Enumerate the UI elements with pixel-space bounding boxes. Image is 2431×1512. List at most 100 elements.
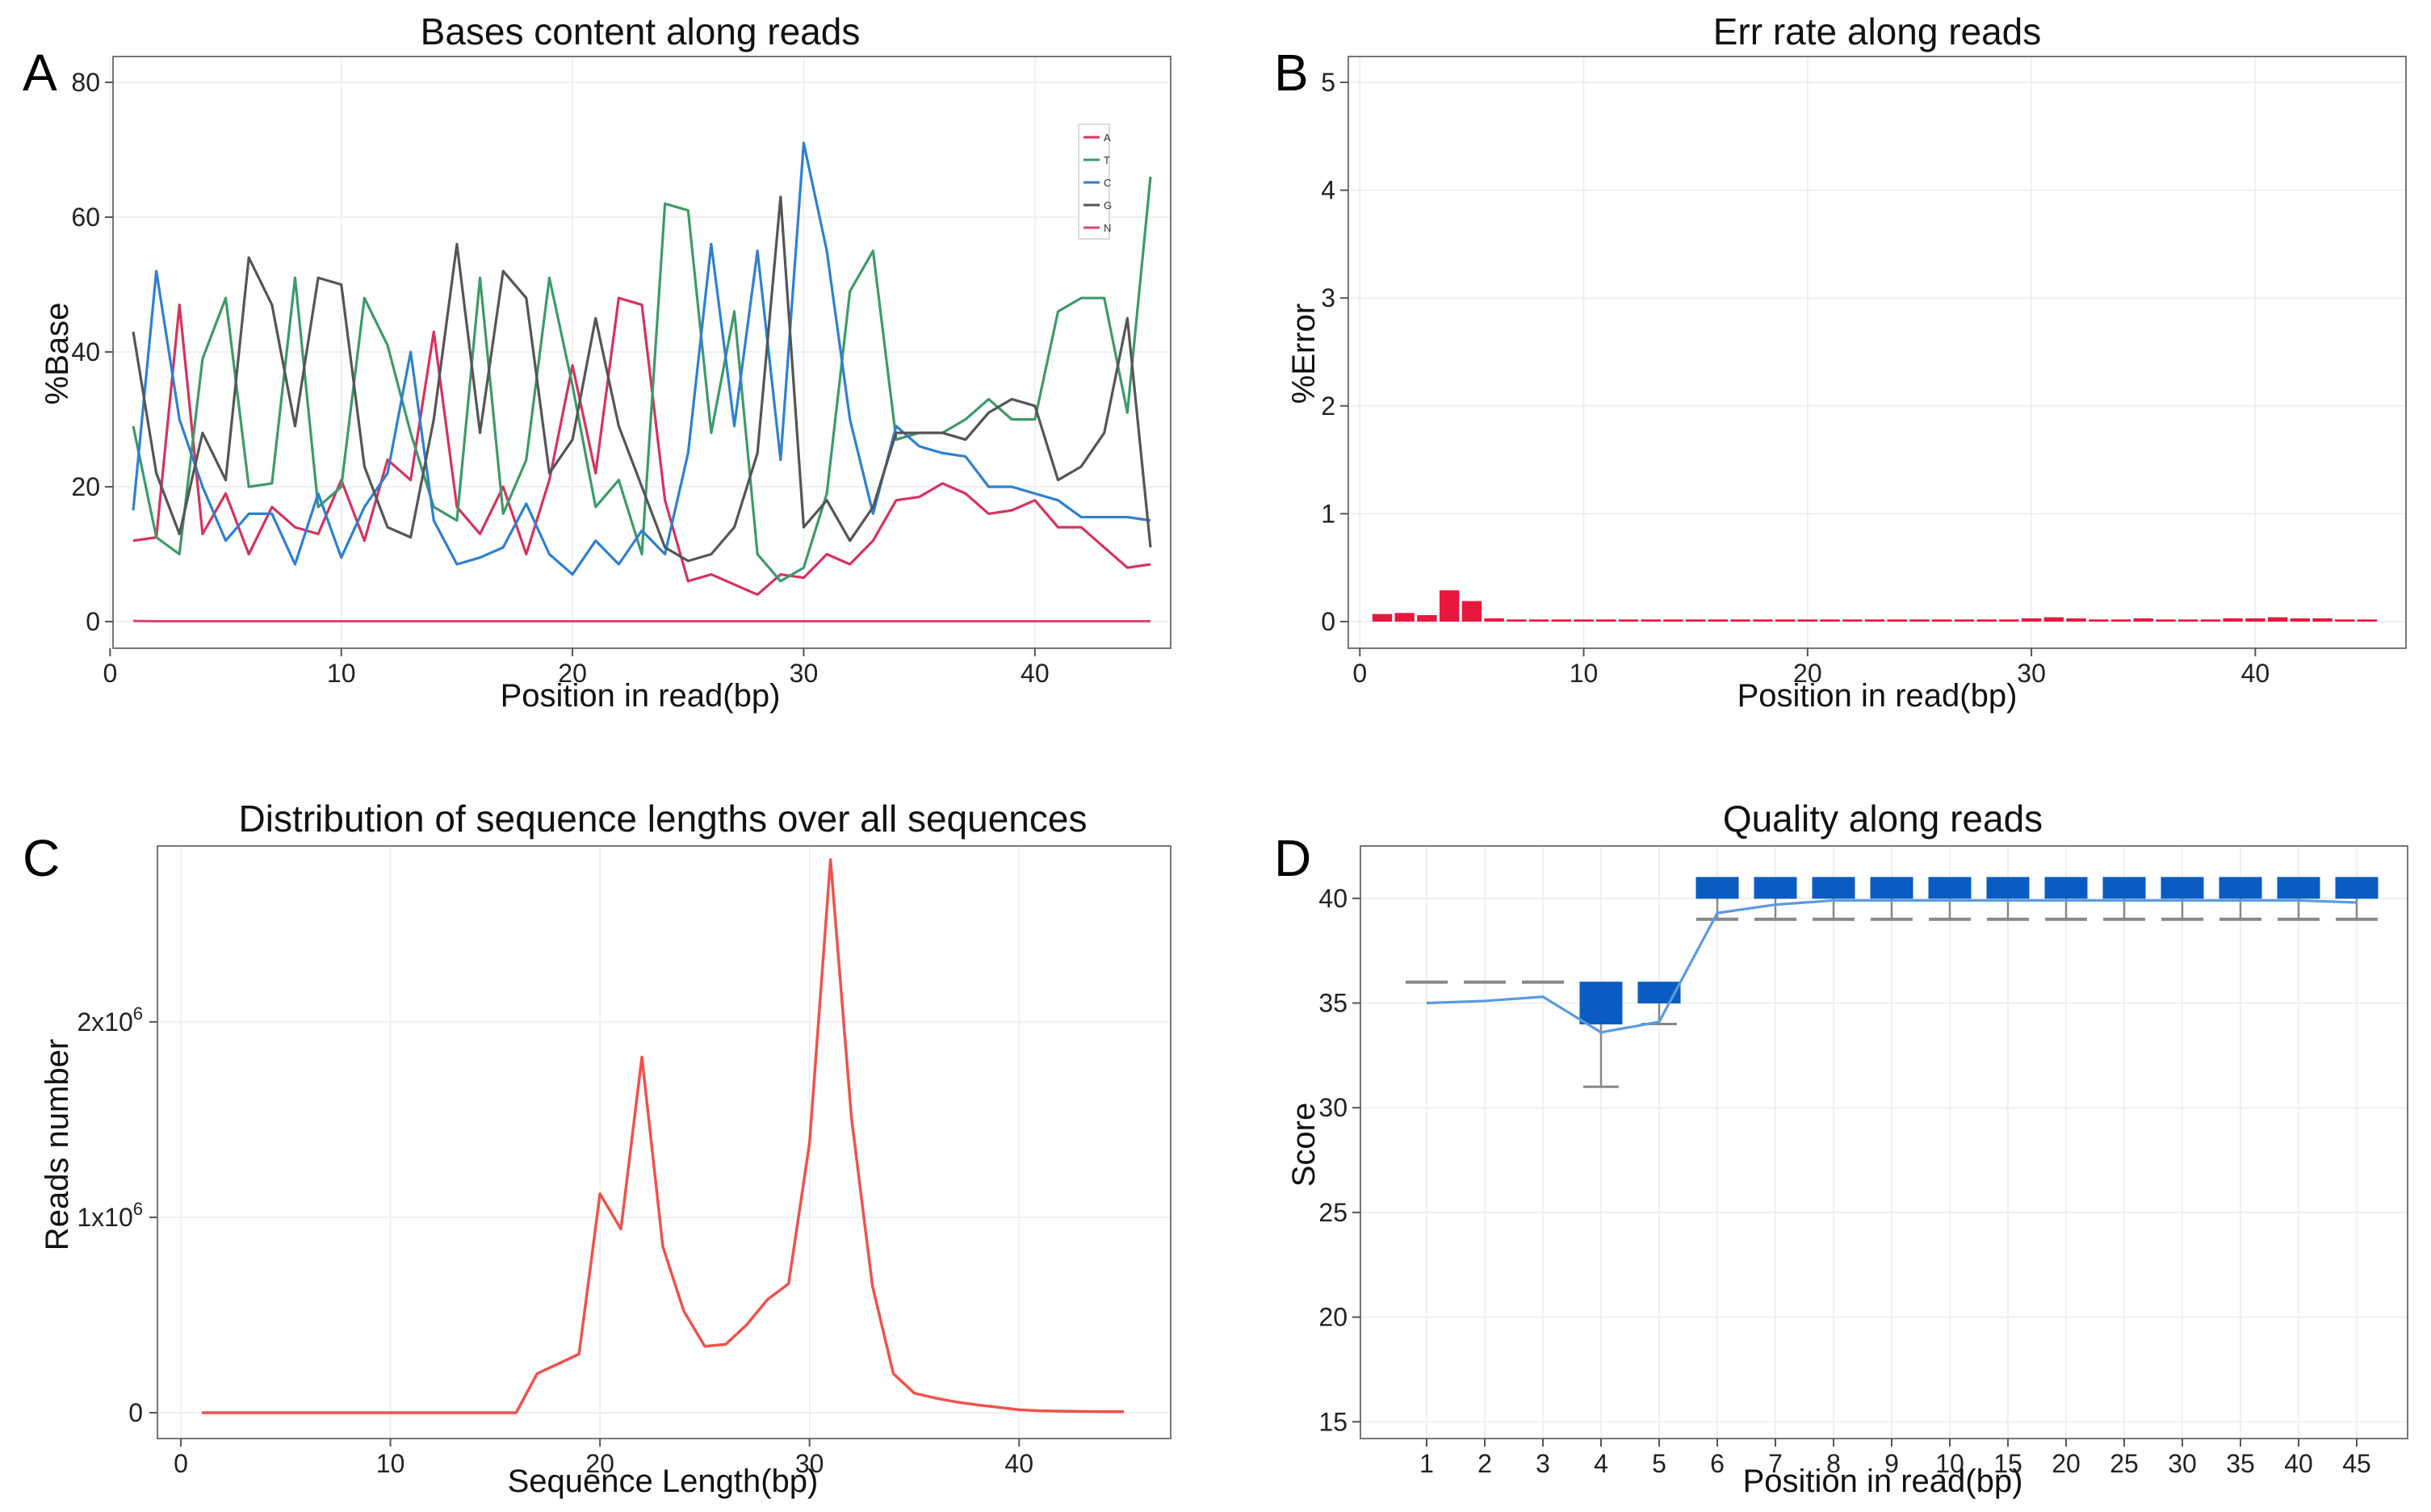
plot-frame-c	[157, 845, 1171, 1439]
x-tick-label: 20	[1793, 659, 1822, 688]
quality-box	[1579, 982, 1623, 1024]
error-bar	[2043, 617, 2064, 622]
error-bar	[1909, 619, 1930, 622]
x-tick-label: 8	[1826, 1449, 1841, 1478]
error-bar	[1864, 619, 1885, 622]
mean-quality-line	[1426, 898, 2358, 1034]
y-tick-label: 0	[128, 1398, 143, 1427]
y-tick-label: 40	[71, 337, 100, 366]
x-tick-label: 30	[2168, 1449, 2197, 1478]
panel-a-bases-content: A Bases content along reads Position in …	[23, 10, 1171, 714]
x-axis-title-c: Sequence Length(bp)	[508, 1464, 819, 1499]
x-axis-title-b: Position in read(bp)	[1737, 678, 2018, 714]
x-tick-label: 35	[2226, 1449, 2255, 1478]
series-lines-a	[132, 141, 1152, 623]
x-tick-label: 10	[1935, 1449, 1964, 1478]
y-tick-label: 25	[1318, 1198, 1348, 1227]
error-bar	[1507, 619, 1527, 622]
y-axis-title-d: Score	[1286, 1103, 1322, 1187]
y-tick-label: 80	[71, 68, 100, 97]
y-tick-label: 1	[1321, 499, 1335, 528]
quality-box	[1637, 982, 1681, 1004]
panel-d-quality: D Quality along reads Position in read(b…	[1274, 798, 2408, 1499]
quality-box	[2335, 877, 2379, 899]
x-tick-label: 15	[1993, 1449, 2022, 1478]
y-tick-label: 2	[1321, 392, 1335, 421]
y-tick-label: 3	[1321, 283, 1335, 312]
error-bar	[2245, 618, 2265, 622]
series-line-t	[132, 176, 1152, 583]
error-bars-b	[1372, 590, 2378, 622]
y-tick-label-base: 1x10	[77, 1203, 132, 1232]
y-axis-title-b: %Error	[1286, 304, 1322, 404]
error-bar	[2110, 619, 2131, 622]
x-ticks-b: 0 10 20 30 40	[1352, 648, 2270, 688]
error-bar	[2357, 619, 2378, 622]
length-line-c	[202, 858, 1124, 1414]
y-tick-label: 20	[71, 472, 100, 501]
x-ticks-d: 1 2 3 4 5 6 7 8 9 10 15 20 25 30 35 40 45	[1419, 1439, 2371, 1478]
x-tick-label: 45	[2342, 1449, 2371, 1478]
x-ticks-c: 0 10 20 30 40	[174, 1439, 1033, 1478]
error-bar	[1931, 619, 1952, 622]
x-tick-label: 10	[327, 659, 356, 688]
grid-c	[157, 846, 1171, 1439]
error-bar	[1999, 619, 2019, 622]
error-bar	[2177, 619, 2198, 622]
x-tick-label: 20	[2052, 1449, 2081, 1478]
error-bar	[1372, 614, 1393, 622]
x-tick-label: 25	[2110, 1449, 2139, 1478]
y-tick-label: 35	[1318, 989, 1348, 1018]
chart-title-c: Distribution of sequence lengths over al…	[239, 798, 1088, 840]
error-bar	[1797, 619, 1818, 622]
error-bar	[2335, 619, 2355, 622]
x-tick-label: 6	[1710, 1449, 1725, 1478]
x-axis-title-d: Position in read(bp)	[1743, 1464, 2023, 1499]
plot-frame-b	[1348, 56, 2407, 649]
legend-label-c: C	[1104, 177, 1111, 189]
y-tick-label: 40	[1318, 884, 1348, 913]
quality-box	[1986, 877, 2030, 899]
quality-box	[1870, 877, 1913, 899]
quality-box	[1754, 877, 1797, 899]
x-tick-label: 0	[1352, 659, 1367, 688]
error-bar	[1685, 619, 1706, 622]
error-bar	[1976, 619, 1997, 622]
error-bar	[1663, 619, 1683, 622]
length-distribution-line	[202, 858, 1124, 1414]
y-tick-label: 1x106	[77, 1199, 143, 1232]
x-tick-label: 1	[1419, 1449, 1434, 1478]
series-line-g	[132, 195, 1152, 563]
x-axis-title-a: Position in read(bp)	[501, 678, 781, 714]
error-bar	[2267, 617, 2288, 622]
y-tick-label: 4	[1321, 176, 1335, 205]
legend-label-t: T	[1104, 154, 1110, 166]
y-tick-label: 60	[71, 203, 100, 232]
series-line-a	[132, 296, 1151, 597]
y-tick-label: 0	[1321, 607, 1335, 636]
error-bar	[1775, 619, 1796, 622]
chart-title-d: Quality along reads	[1723, 798, 2043, 840]
error-bar	[2223, 618, 2243, 622]
x-tick-label: 0	[103, 659, 117, 688]
quality-box	[1812, 877, 1855, 899]
quality-box	[2277, 877, 2320, 899]
x-tick-label: 30	[790, 659, 819, 688]
y-tick-label-base: 0	[128, 1398, 143, 1427]
y-tick-label: 15	[1318, 1407, 1348, 1436]
grid-b	[1348, 57, 2406, 648]
quality-box	[2102, 877, 2146, 899]
error-bar	[1417, 614, 1437, 622]
quality-box	[2044, 877, 2088, 899]
error-bar	[2312, 618, 2333, 622]
x-tick-label: 9	[1884, 1449, 1899, 1478]
quality-boxes-d	[1406, 877, 2379, 1088]
error-bar	[2133, 618, 2153, 622]
error-bar	[1551, 619, 1572, 622]
error-bar	[2290, 618, 2311, 622]
x-tick-label: 2	[1477, 1449, 1492, 1478]
quality-box	[2161, 877, 2204, 899]
